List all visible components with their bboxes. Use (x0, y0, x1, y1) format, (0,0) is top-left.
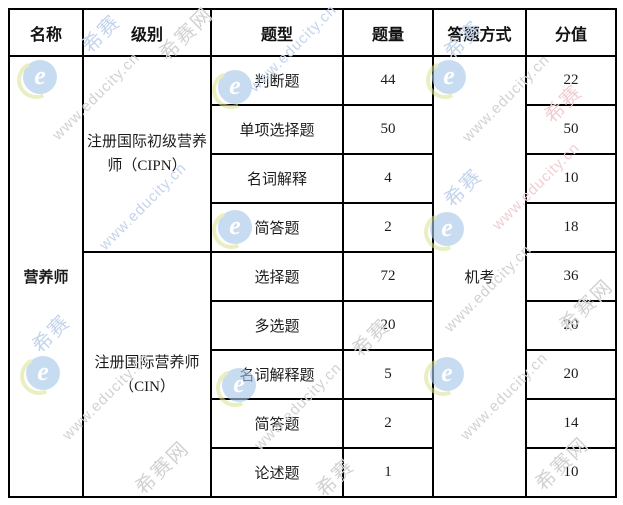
cell-question-count: 2 (342, 398, 434, 449)
header-row: 名称 级别 题型 题量 答题方式 分值 (8, 8, 617, 57)
cell-question-type: 多选题 (210, 300, 344, 351)
cell-score: 10 (525, 153, 617, 204)
table-row: 论述题 1 10 (9, 447, 617, 498)
header-cell-answer-method: 答题方式 (432, 8, 527, 57)
table-row: 名词解释题 5 20 (9, 349, 617, 400)
table-row: 营养师 注册国际初级营养师（CIPN） 判断题 44 机考 22 (8, 55, 617, 498)
table-row: 单项选择题 50 50 (9, 104, 617, 155)
cell-question-type: 简答题 (210, 398, 344, 449)
header-cell-score: 分值 (525, 8, 617, 57)
table-row: 多选题 20 20 (9, 300, 617, 351)
cell-question-type: 名词解释 (210, 153, 344, 204)
table-row: 名词解释 4 10 (9, 153, 617, 204)
cell-certification-name: 营养师 (8, 55, 84, 498)
cell-question-count: 72 (342, 251, 434, 302)
cell-question-count: 5 (342, 349, 434, 400)
cell-score: 20 (525, 300, 617, 351)
cell-question-type: 判断题 (210, 55, 344, 106)
cell-score: 22 (525, 55, 617, 106)
cell-score: 50 (525, 104, 617, 155)
header-cell-question-count: 题量 (342, 8, 434, 57)
cell-score: 36 (525, 251, 617, 302)
cell-answer-method: 机考 (432, 55, 527, 498)
table-row: 注册国际营养师（CIN） 选择题 72 36 (9, 251, 617, 498)
cell-level-cipn: 注册国际初级营养师（CIPN） (82, 55, 212, 253)
cell-question-count: 44 (342, 55, 434, 106)
header-cell-name: 名称 (8, 8, 84, 57)
cell-question-type: 单项选择题 (210, 104, 344, 155)
table-row: 简答题 2 14 (9, 398, 617, 449)
cell-score: 18 (525, 202, 617, 253)
cell-question-type: 简答题 (210, 202, 344, 253)
header-cell-question-type: 题型 (210, 8, 344, 57)
cell-score: 14 (525, 398, 617, 449)
cell-question-count: 4 (342, 153, 434, 204)
cell-question-count: 2 (342, 202, 434, 253)
cell-question-type: 选择题 (210, 251, 344, 302)
cell-question-count: 20 (342, 300, 434, 351)
cell-question-type: 名词解释题 (210, 349, 344, 400)
cell-score: 10 (525, 447, 617, 498)
cell-question-count: 50 (342, 104, 434, 155)
cell-level-cin: 注册国际营养师（CIN） (82, 251, 212, 498)
header-cell-level: 级别 (82, 8, 212, 57)
cell-question-type: 论述题 (210, 447, 344, 498)
cell-score: 20 (525, 349, 617, 400)
cell-question-count: 1 (342, 447, 434, 498)
exam-structure-table: 名称 级别 题型 题量 答题方式 分值 营养师 注册国际初级营养师（CIPN） … (8, 8, 617, 498)
